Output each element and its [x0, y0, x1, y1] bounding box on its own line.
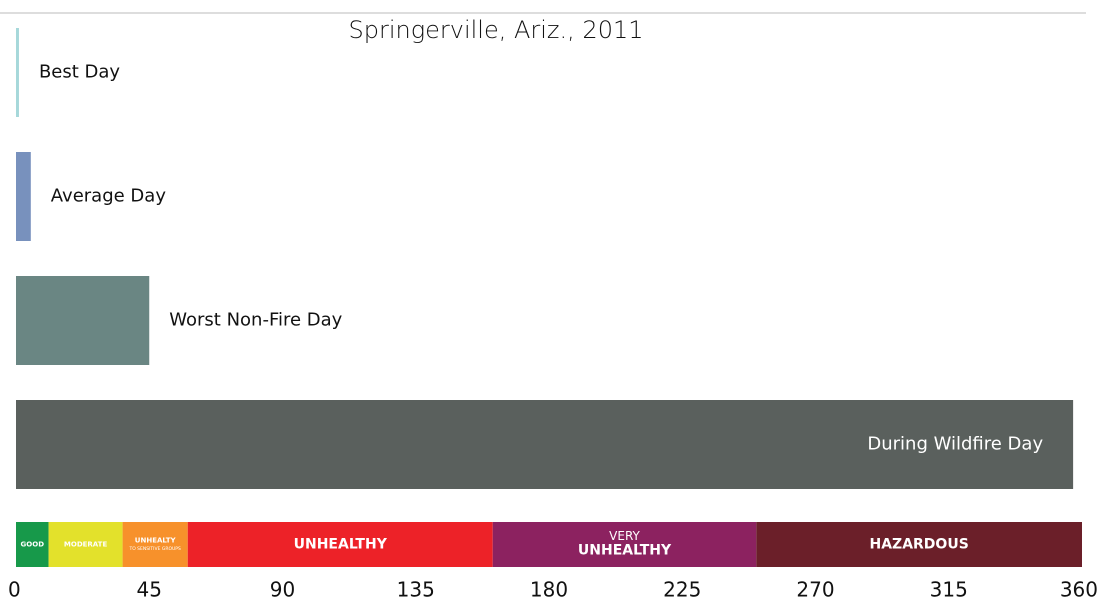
- x-tick-label: 180: [530, 578, 568, 602]
- aqi-band: [123, 522, 188, 567]
- chart-title: Springerville, Ariz., 2011: [349, 16, 644, 44]
- bar: [16, 152, 31, 241]
- bar: [16, 28, 19, 117]
- x-tick-label: 315: [930, 578, 968, 602]
- x-tick-label: 135: [397, 578, 435, 602]
- x-tick-label: 90: [270, 578, 295, 602]
- bar-label: Average Day: [51, 186, 167, 207]
- bar-label: Worst Non-Fire Day: [169, 310, 342, 331]
- x-tick-label: 45: [137, 578, 162, 602]
- bar-label: During Wildfire Day: [867, 434, 1043, 455]
- x-tick-label: 360: [1060, 578, 1098, 602]
- bar: [16, 276, 149, 365]
- band-label: VERY: [609, 529, 640, 543]
- band-label: HAZARDOUS: [869, 537, 968, 553]
- band-label: UNHEALTHY: [578, 543, 672, 559]
- band-label: UNHEALTY: [135, 537, 177, 545]
- bar-label: Best Day: [39, 62, 120, 83]
- x-tick-label: 0: [8, 578, 21, 602]
- band-label: GOOD: [21, 541, 45, 549]
- band-label: UNHEALTHY: [294, 537, 388, 553]
- x-tick-label: 270: [796, 578, 834, 602]
- band-label: MODERATE: [64, 541, 108, 549]
- x-tick-label: 225: [663, 578, 701, 602]
- band-label: TO SENSITIVE GROUPS: [128, 546, 181, 552]
- chart: Springerville, Ariz., 2011 Best Day Avera…: [0, 0, 1106, 609]
